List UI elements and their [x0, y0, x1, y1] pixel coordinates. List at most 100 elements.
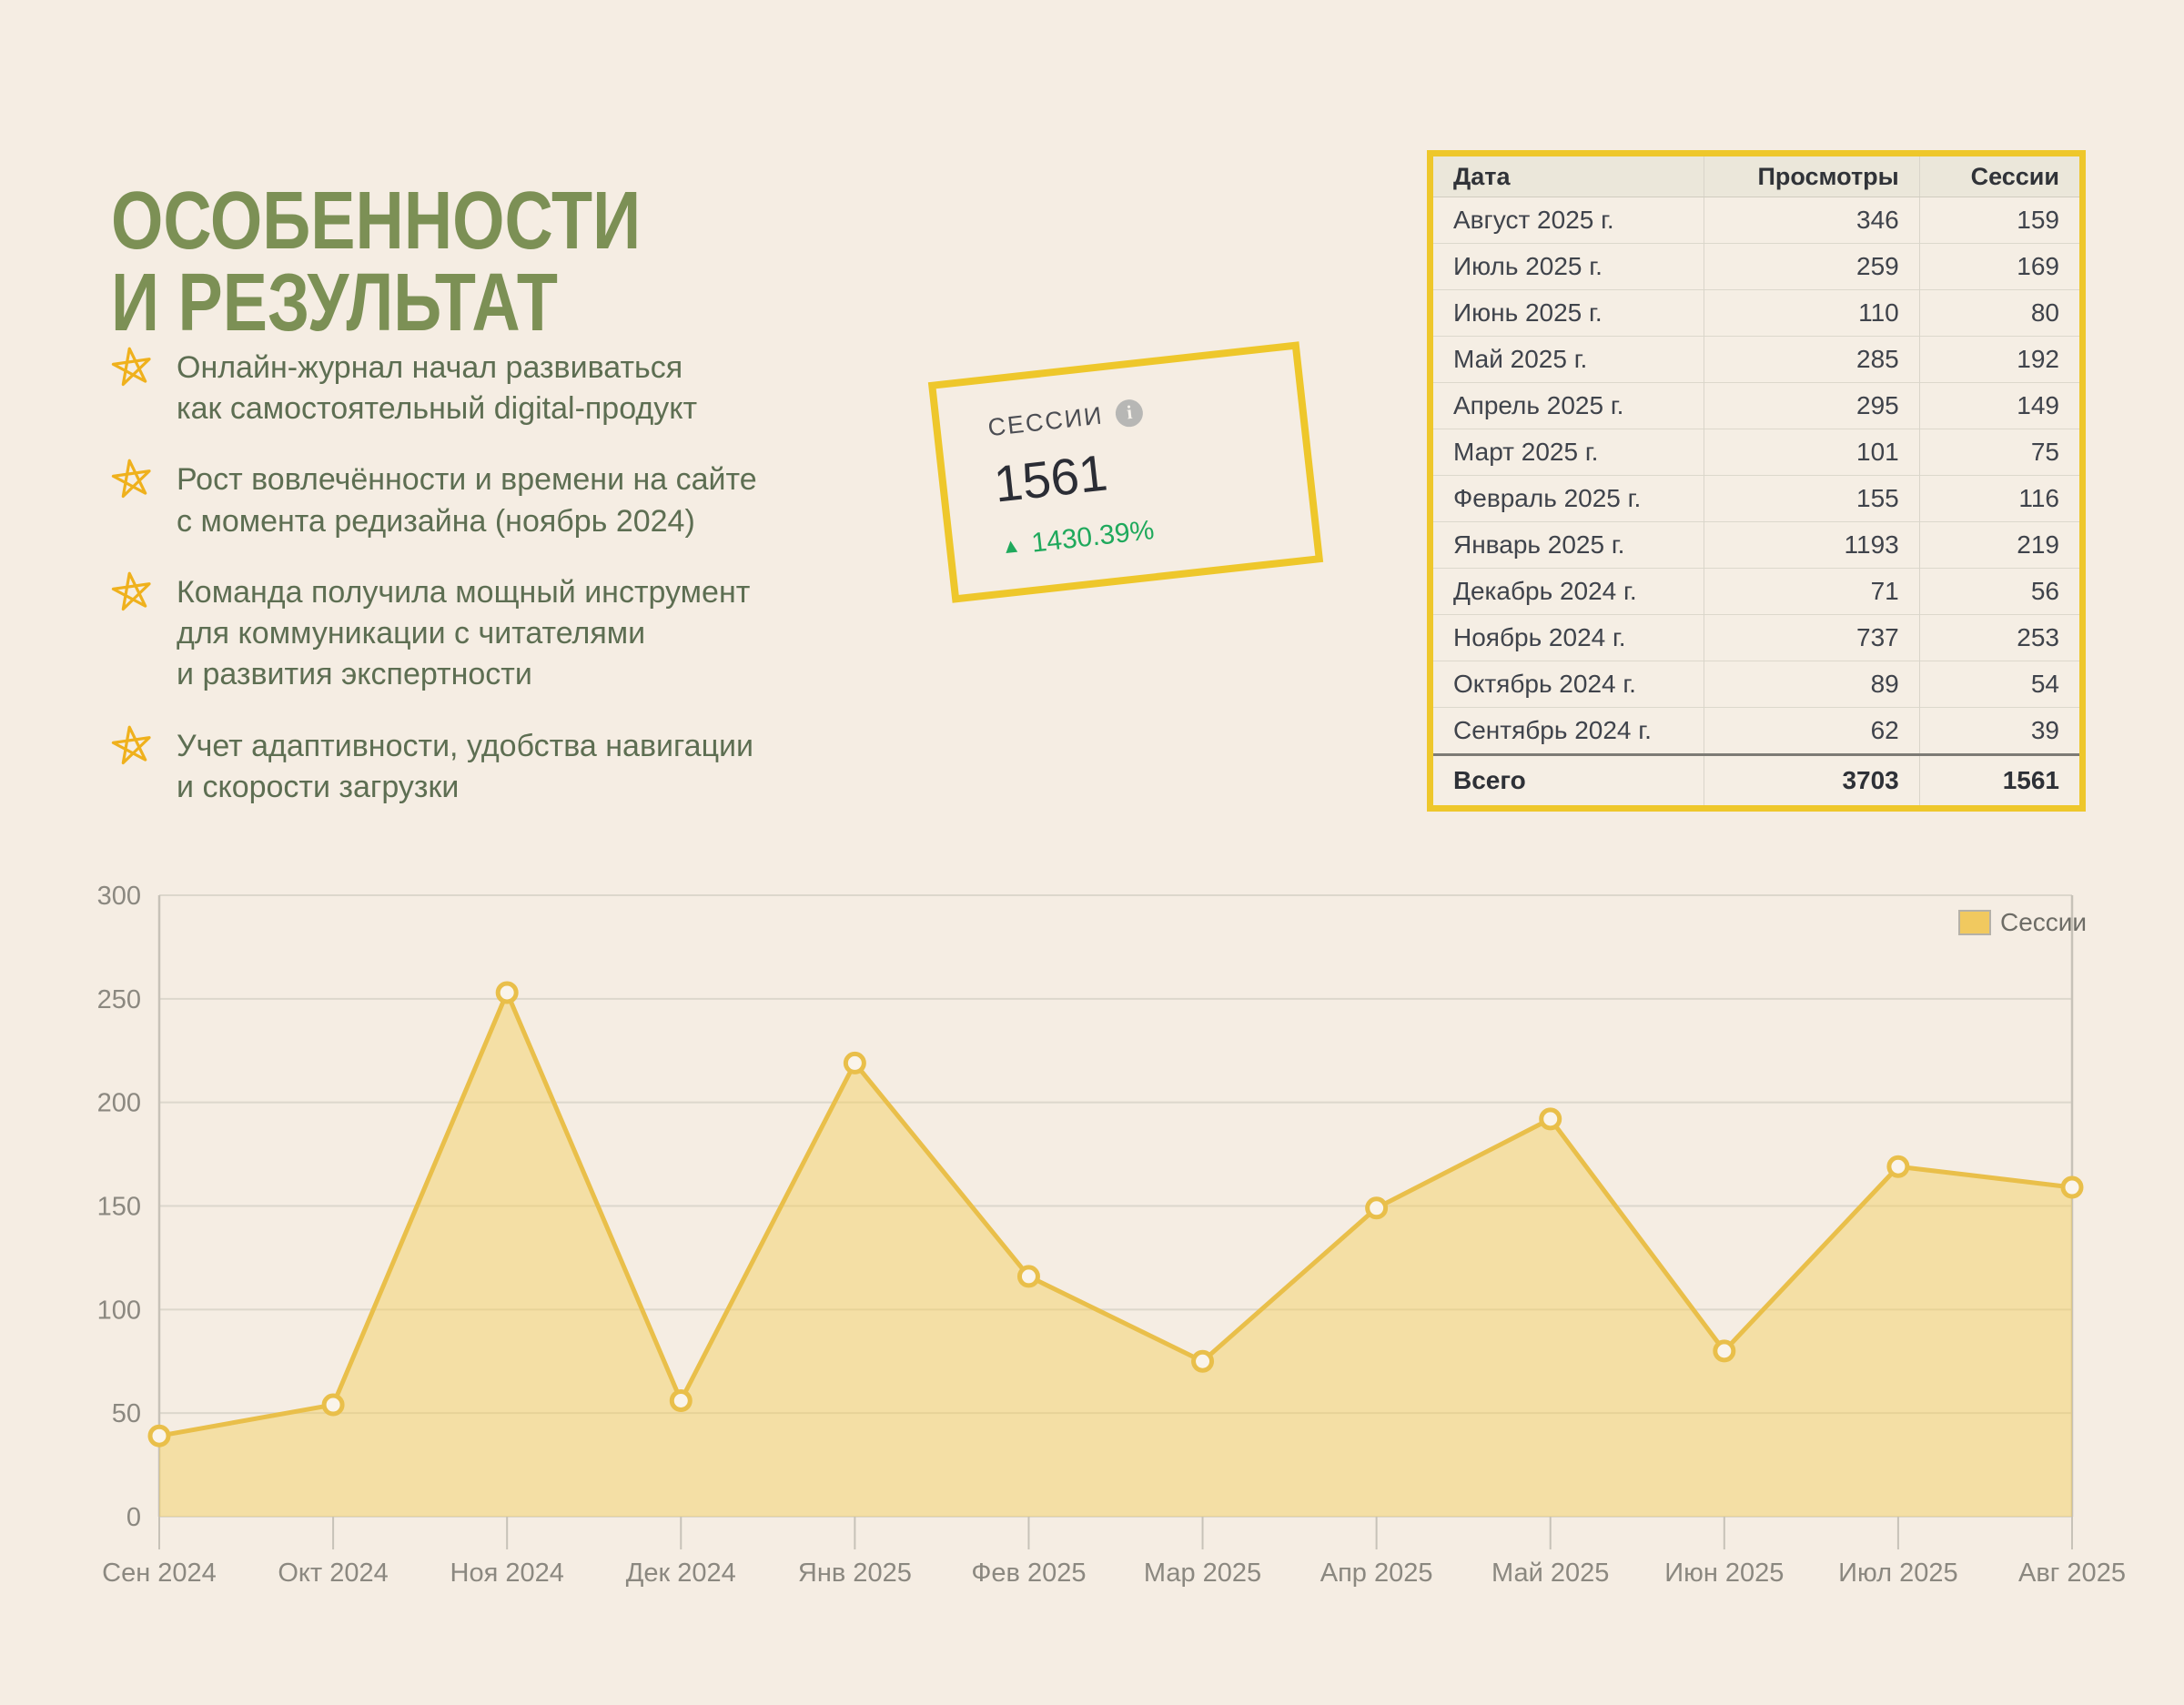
total-views: 3703: [1704, 753, 1920, 809]
cell-views: 155: [1704, 475, 1920, 522]
table-header-row: Дата Просмотры Сессии: [1430, 153, 2083, 197]
y-axis-label: 150: [97, 1193, 141, 1222]
cell-sessions: 159: [1918, 197, 2083, 244]
cell-date: Ноябрь 2024 г.: [1430, 614, 1704, 661]
page-title: ОСОБЕННОСТИ И РЕЗУЛЬТАТ: [111, 180, 641, 344]
cell-date: Октябрь 2024 г.: [1430, 661, 1704, 708]
table-footer: Всего 3703 1561: [1430, 753, 2083, 809]
series-line: [157, 990, 2075, 1438]
table-row: Сентябрь 2024 г. 62 39: [1430, 707, 2083, 755]
data-point: [1713, 1339, 1736, 1363]
list-item: Команда получила мощный инструмент для к…: [111, 571, 839, 696]
x-axis-label: Окт 2024: [278, 1559, 388, 1588]
x-axis-label: Апр 2025: [1320, 1559, 1433, 1588]
table-row: Май 2025 г. 285 192: [1430, 336, 2083, 383]
cell-sessions: 54: [1918, 661, 2083, 708]
list-item: Рост вовлечённости и времени на сайте с …: [111, 459, 839, 541]
table-row: Январь 2025 г. 1193 219: [1430, 521, 2083, 569]
table-row: Июнь 2025 г. 110 80: [1430, 289, 2083, 337]
cell-sessions: 39: [1918, 707, 2083, 755]
cell-date: Январь 2025 г.: [1430, 521, 1704, 569]
cell-views: 285: [1704, 336, 1920, 383]
cell-date: Февраль 2025 г.: [1430, 475, 1704, 522]
legend-label: Сессии: [2000, 908, 2087, 936]
data-point: [1365, 1196, 1389, 1220]
bullet-text: Рост вовлечённости и времени на сайте с …: [177, 462, 757, 539]
table-row: Декабрь 2024 г. 71 56: [1430, 568, 2083, 615]
list-item: Учет адаптивности, удобства навигации и …: [111, 725, 839, 808]
table-total-row: Всего 3703 1561: [1430, 753, 2083, 809]
data-point: [843, 1051, 866, 1074]
cell-date: Сентябрь 2024 г.: [1430, 707, 1704, 755]
scorecard-label: СЕССИИ: [986, 401, 1105, 442]
table-body: Август 2025 г. 346 159 Июль 2025 г. 259 169 Ию…: [1430, 197, 2083, 755]
table-row: Июль 2025 г. 259 169: [1430, 243, 2083, 290]
x-axis-label: Сен 2024: [102, 1559, 217, 1588]
cell-views: 110: [1704, 289, 1920, 337]
data-point: [495, 981, 519, 1004]
column-header-date: Дата: [1430, 153, 1704, 197]
cell-date: Июнь 2025 г.: [1430, 289, 1704, 337]
bullet-text: Учет адаптивности, удобства навигации и …: [177, 728, 754, 804]
delta-percent: 1430.39%: [1029, 515, 1156, 559]
x-axis-label: Май 2025: [1491, 1559, 1609, 1588]
star-doodle-icon: [111, 459, 151, 499]
cell-sessions: 192: [1918, 336, 2083, 383]
total-sessions: 1561: [1918, 753, 2083, 809]
data-point: [1539, 1107, 1562, 1131]
table-header: Дата Просмотры Сессии: [1430, 153, 2083, 197]
info-icon[interactable]: i: [1114, 398, 1145, 429]
cell-sessions: 253: [1918, 614, 2083, 661]
x-axis-label: Мар 2025: [1144, 1559, 1261, 1588]
star-doodle-icon: [111, 725, 151, 764]
cell-sessions: 169: [1918, 243, 2083, 290]
cell-sessions: 116: [1918, 475, 2083, 522]
table-row: Апрель 2025 г. 295 149: [1430, 382, 2083, 429]
cell-sessions: 149: [1918, 382, 2083, 429]
y-axis-label: 300: [97, 882, 141, 911]
cell-views: 1193: [1704, 521, 1920, 569]
cell-views: 346: [1704, 197, 1920, 244]
star-doodle-icon: [111, 571, 151, 611]
data-point: [669, 1389, 693, 1413]
data-point: [1191, 1349, 1215, 1373]
legend-swatch: [1958, 910, 1991, 935]
cell-views: 71: [1704, 568, 1920, 615]
cell-views: 737: [1704, 614, 1920, 661]
table-row: Март 2025 г. 101 75: [1430, 429, 2083, 476]
sessions-table: Дата Просмотры Сессии Август 2025 г. 346 1…: [1427, 150, 2086, 812]
data-point: [2060, 1175, 2084, 1199]
cell-sessions: 56: [1918, 568, 2083, 615]
cell-views: 295: [1704, 382, 1920, 429]
x-axis-label: Фев 2025: [971, 1559, 1086, 1588]
title-line-2: И РЕЗУЛЬТАТ: [111, 257, 559, 349]
star-doodle-icon: [111, 347, 151, 387]
area-fill: [159, 993, 2072, 1517]
table-row: Август 2025 г. 346 159: [1430, 197, 2083, 244]
data-point: [1016, 1265, 1040, 1288]
up-arrow-icon: ▲: [999, 533, 1023, 559]
x-axis-label: Янв 2025: [798, 1559, 912, 1588]
sessions-scorecard: СЕССИИ i 1561 ▲ 1430.39%: [927, 341, 1324, 603]
x-axis-label: Ноя 2024: [450, 1559, 564, 1588]
cell-views: 89: [1704, 661, 1920, 708]
data-point: [1886, 1155, 1910, 1178]
cell-date: Август 2025 г.: [1430, 197, 1704, 244]
cell-date: Март 2025 г.: [1430, 429, 1704, 476]
data-point: [321, 1393, 345, 1417]
table-row: Октябрь 2024 г. 89 54: [1430, 661, 2083, 708]
total-label: Всего: [1430, 753, 1704, 809]
y-axis-label: 50: [112, 1399, 141, 1428]
data-point: [147, 1424, 171, 1448]
title-line-1: ОСОБЕННОСТИ: [111, 176, 642, 267]
cell-sessions: 219: [1918, 521, 2083, 569]
column-header-sessions: Сессии: [1918, 153, 2083, 197]
cell-views: 101: [1704, 429, 1920, 476]
table-row: Февраль 2025 г. 155 116: [1430, 475, 2083, 522]
bullet-text: Онлайн-журнал начал развиваться как само…: [177, 350, 698, 427]
cell-sessions: 80: [1918, 289, 2083, 337]
x-axis-label: Июн 2025: [1664, 1559, 1784, 1588]
x-axis-label: Июл 2025: [1838, 1559, 1957, 1588]
